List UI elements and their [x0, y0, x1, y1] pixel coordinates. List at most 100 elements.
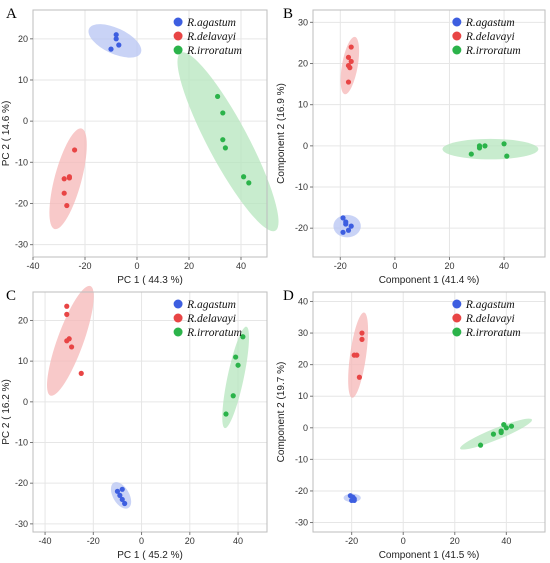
x-tick-label: 40 — [236, 261, 246, 271]
data-point-r-irroratum — [240, 334, 246, 340]
data-point-r-agastum — [343, 221, 349, 227]
data-point-r-agastum — [122, 500, 128, 507]
data-point-r-agastum — [345, 227, 352, 233]
data-point-r-irroratum — [230, 393, 236, 399]
data-point-r-agastum — [113, 32, 119, 38]
x-tick-label: 40 — [499, 261, 509, 271]
y-tick-label: -10 — [15, 157, 28, 167]
data-point-r-irroratum — [235, 362, 241, 368]
data-point-r-delavayi — [61, 190, 67, 196]
data-point-r-delavayi — [345, 79, 352, 85]
plot-frame-a — [32, 9, 268, 258]
data-point-r-irroratum — [501, 422, 507, 428]
x-tick-label: 40 — [233, 536, 243, 546]
data-point-r-delavayi — [61, 176, 67, 182]
data-point-r-delavayi — [347, 65, 353, 71]
data-point-r-agastum — [340, 215, 346, 221]
y-tick-label: 40 — [298, 296, 308, 306]
data-point-r-irroratum — [504, 153, 510, 159]
data-point-r-agastum — [116, 42, 122, 48]
legend-marker — [173, 299, 183, 309]
data-point-r-irroratum — [498, 429, 504, 436]
y-tick-label: 0 — [303, 423, 308, 433]
data-point-r-delavayi — [72, 147, 78, 153]
data-point-r-agastum — [348, 223, 354, 229]
y-tick-label: -20 — [295, 223, 308, 233]
data-point-r-irroratum — [501, 141, 507, 147]
y-axis-label: Component 2 (19.7 %) — [276, 362, 287, 463]
data-point-r-agastum — [119, 496, 125, 503]
data-point-r-delavayi — [68, 344, 75, 350]
y-tick-label: 20 — [298, 59, 308, 69]
legend-marker — [452, 45, 462, 55]
confidence-ellipse-r-irroratum — [442, 138, 539, 160]
data-point-r-irroratum — [476, 145, 483, 151]
data-point-r-irroratum — [468, 151, 474, 157]
legend-label: R.irroratum — [186, 45, 242, 57]
y-axis-label: PC 2 ( 14.6 %) — [1, 101, 12, 167]
data-point-r-delavayi — [359, 336, 365, 342]
x-tick-label: -20 — [345, 536, 358, 546]
legend-label: R.delavayi — [186, 313, 236, 325]
y-tick-label: 10 — [298, 100, 308, 110]
panel-label: D — [283, 288, 294, 304]
legend-marker — [173, 31, 183, 41]
panel-b: -20 0 20 40 -20 -10 0 10 20 30 Component 1 (41.4 %… — [275, 0, 550, 286]
x-tick-label: -40 — [39, 536, 52, 546]
y-tick-label: 0 — [23, 116, 28, 126]
data-point-r-delavayi — [351, 352, 357, 358]
plot-frame-b — [312, 9, 546, 258]
legend-label: R.delavayi — [465, 313, 515, 325]
data-point-r-irroratum — [482, 143, 488, 149]
legend-label: R.agastum — [465, 299, 515, 311]
legend-marker — [173, 327, 183, 337]
data-point-r-delavayi — [64, 303, 70, 309]
y-tick-label: -20 — [15, 198, 28, 208]
y-tick-label: 30 — [298, 17, 308, 27]
y-tick-label: 10 — [298, 391, 308, 401]
confidence-ellipse-r-irroratum — [222, 326, 250, 429]
panel-label: C — [6, 288, 16, 304]
data-point-r-irroratum — [215, 93, 221, 100]
data-point-r-irroratum — [220, 110, 226, 116]
x-tick-label: 20 — [450, 536, 460, 546]
plot-frame-d — [312, 291, 546, 533]
plot-frame-c — [32, 291, 268, 533]
y-tick-label: 0 — [303, 141, 308, 151]
data-point-r-agastum — [114, 488, 121, 494]
data-point-r-delavayi — [64, 202, 70, 209]
data-point-r-delavayi — [348, 58, 354, 65]
data-point-r-agastum — [340, 229, 346, 235]
y-tick-label: 30 — [298, 328, 308, 338]
y-tick-label: 10 — [18, 75, 28, 85]
legend-marker — [173, 313, 183, 323]
panel-d: -20 0 20 40 -30 -20 -10 0 10 20 30 40 Component 1 (4… — [275, 282, 550, 563]
legend-marker — [452, 313, 462, 323]
x-tick-label: 0 — [139, 536, 144, 546]
x-tick-label: -20 — [334, 261, 347, 271]
legend-label: R.irroratum — [186, 327, 242, 339]
x-tick-label: 0 — [392, 261, 397, 271]
data-point-r-agastum — [351, 497, 357, 504]
chart-b: -20 0 20 40 -20 -10 0 10 20 30 Component 1 (41.4 %… — [276, 6, 546, 286]
legend-label: R.delavayi — [465, 31, 515, 43]
data-point-r-irroratum — [241, 174, 247, 180]
y-tick-label: -20 — [295, 486, 308, 496]
legend-label: R.agastum — [186, 299, 236, 311]
data-point-r-irroratum — [490, 431, 497, 437]
legend-label: R.agastum — [465, 17, 515, 29]
x-axis-label: Component 1 (41.4 %) — [379, 275, 480, 286]
y-tick-label: 0 — [23, 397, 28, 407]
legend-label: R.irroratum — [465, 45, 521, 57]
y-tick-label: -10 — [295, 454, 308, 464]
data-point-r-irroratum — [223, 411, 229, 417]
legend-label: R.delavayi — [186, 31, 236, 43]
y-tick-label: -10 — [295, 182, 308, 192]
y-tick-label: -20 — [15, 478, 28, 488]
data-point-r-agastum — [108, 46, 114, 52]
data-point-r-irroratum — [222, 145, 228, 151]
y-axis-label: Component 2 (16.9 %) — [276, 83, 287, 184]
x-tick-label: 20 — [184, 261, 194, 271]
legend-marker — [452, 299, 462, 309]
